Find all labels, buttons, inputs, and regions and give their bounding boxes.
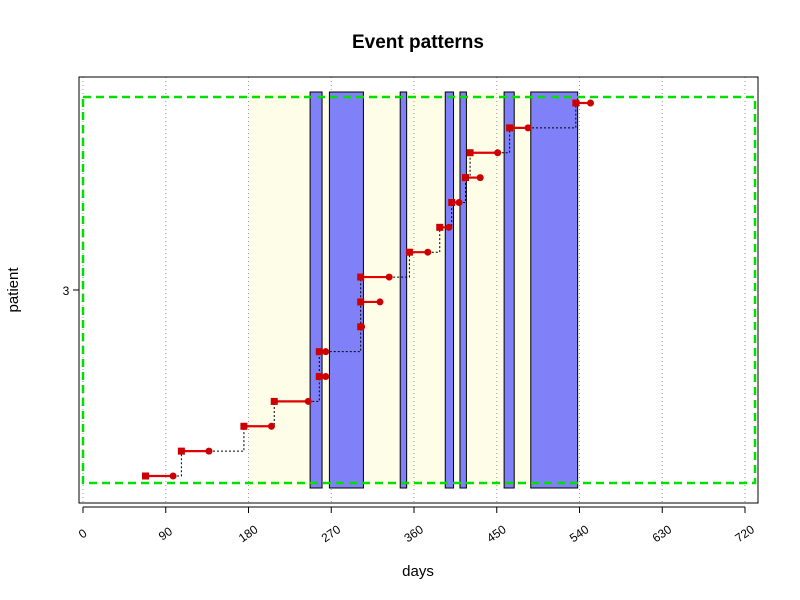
- event-start-marker: [448, 198, 456, 206]
- event-end-marker: [267, 422, 275, 430]
- event-end-marker: [476, 174, 484, 182]
- y-tick-label: 3: [63, 284, 70, 298]
- event-connector: [528, 103, 577, 129]
- chart-title: Event patterns: [352, 32, 484, 53]
- x-tick-label: 450: [484, 522, 509, 545]
- event-start-marker: [315, 373, 323, 381]
- event-end-marker: [322, 373, 330, 381]
- x-tick-label: 180: [236, 522, 261, 545]
- event-end-marker: [169, 472, 177, 480]
- event-start-marker: [405, 248, 413, 256]
- exposure-interval-bar: [399, 91, 408, 489]
- x-tick-label: 0: [76, 526, 90, 541]
- exposure-interval-bar: [503, 91, 515, 489]
- exposure-interval-layer: [309, 91, 579, 489]
- x-axis-label: days: [402, 563, 434, 580]
- x-tick-label: 630: [650, 522, 675, 545]
- follow-up-window-layer: [81, 95, 757, 485]
- x-tick-label: 270: [319, 522, 344, 545]
- x-tick-label: 720: [732, 522, 757, 545]
- event-end-marker: [322, 348, 330, 356]
- exposure-interval-bar: [444, 91, 455, 489]
- exposure-interval-bar: [459, 91, 467, 489]
- event-start-marker: [240, 422, 248, 430]
- event-layer: [142, 99, 595, 480]
- event-connector: [208, 426, 245, 452]
- x-tick-label: 90: [156, 524, 175, 543]
- exposure-interval-bar: [309, 91, 323, 489]
- event-end-marker: [304, 397, 312, 405]
- event-start-marker: [466, 149, 474, 157]
- event-end-marker: [358, 323, 366, 331]
- event-end-marker: [524, 124, 532, 132]
- event-start-marker: [315, 348, 323, 356]
- event-start-marker: [357, 298, 365, 306]
- event-start-marker: [461, 174, 469, 182]
- event-connector: [497, 127, 511, 154]
- event-end-marker: [445, 223, 453, 231]
- x-tick-label: 540: [567, 522, 592, 545]
- event-start-marker: [177, 447, 185, 455]
- event-start-marker: [357, 273, 365, 281]
- event-start-marker: [436, 223, 444, 231]
- event-end-marker: [376, 298, 384, 306]
- event-start-marker: [572, 99, 580, 107]
- event-end-marker: [455, 198, 463, 206]
- event-start-marker: [142, 472, 150, 480]
- exposure-interval-bar: [328, 91, 364, 489]
- y-axis-label: patient: [5, 267, 22, 313]
- follow-up-window-border: [81, 95, 757, 485]
- event-connector: [427, 227, 441, 253]
- event-end-marker: [494, 149, 502, 157]
- event-end-marker: [424, 248, 432, 256]
- event-end-marker: [587, 99, 595, 107]
- event-start-marker: [270, 397, 278, 405]
- event-connector: [173, 451, 182, 477]
- event-connector: [389, 252, 410, 278]
- event-start-marker: [506, 124, 514, 132]
- event-end-marker: [385, 273, 393, 281]
- exposure-interval-bar: [530, 91, 579, 489]
- event-end-marker: [205, 447, 213, 455]
- x-tick-label: 360: [401, 522, 426, 545]
